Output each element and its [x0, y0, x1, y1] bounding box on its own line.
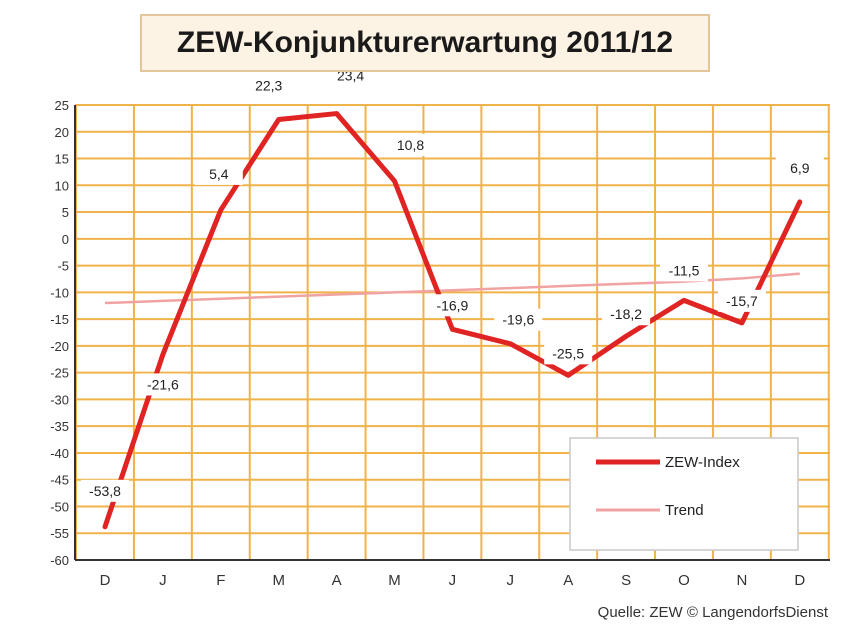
- x-tick-label: A: [332, 572, 342, 589]
- legend: ZEW-Index Trend: [569, 437, 799, 551]
- x-tick-label: A: [563, 572, 573, 589]
- data-label-bg: [81, 479, 129, 502]
- y-tick-label: -55: [50, 526, 69, 541]
- y-tick-label: -20: [50, 339, 69, 354]
- data-label: 5,4: [209, 166, 229, 182]
- data-label-bg: [544, 342, 593, 365]
- data-label: 22,3: [255, 77, 282, 93]
- data-label: -16,9: [436, 297, 468, 313]
- x-tick-label: D: [794, 572, 805, 589]
- legend-label-trend: Trend: [665, 502, 704, 519]
- data-label-bg: [494, 308, 543, 331]
- data-label-bg: [194, 162, 243, 185]
- y-tick-label: -60: [50, 553, 69, 568]
- x-tick-label: M: [272, 572, 285, 589]
- legend-box: [569, 437, 799, 551]
- zew-index-line: [102, 111, 803, 530]
- data-label-bg: [660, 259, 708, 282]
- y-tick-label: -10: [50, 285, 69, 300]
- trend-line: [104, 272, 800, 305]
- x-tick-label: O: [678, 572, 690, 589]
- y-tick-label: 20: [55, 125, 69, 140]
- x-tick-label: N: [736, 572, 747, 589]
- chart-title: ZEW-Konjunkturerwartung 2011/12: [176, 26, 674, 59]
- y-tick-label: -35: [50, 419, 69, 434]
- x-tick-label: J: [449, 572, 457, 589]
- data-label: -19,6: [502, 312, 534, 328]
- data-label-bg: [602, 303, 651, 326]
- chart-title-box: ZEW-Konjunkturerwartung 2011/12: [140, 14, 710, 72]
- data-label: -11,5: [669, 262, 700, 278]
- data-label: -15,7: [726, 293, 758, 309]
- data-label-bg: [138, 373, 187, 396]
- y-tick-label: 10: [55, 178, 69, 193]
- data-label: -21,6: [147, 376, 179, 392]
- x-tick-label: D: [100, 572, 111, 589]
- y-tick-label: -15: [50, 312, 69, 327]
- data-label-bg: [244, 74, 293, 97]
- y-tick-label: -25: [50, 366, 69, 381]
- data-label-bg: [386, 134, 435, 157]
- data-label-bg: [428, 294, 477, 317]
- x-tick-label: S: [621, 572, 631, 589]
- data-label: -18,2: [610, 306, 642, 322]
- data-label: -53,8: [89, 483, 121, 499]
- y-tick-label: -30: [50, 392, 69, 407]
- y-tick-label: 25: [55, 98, 69, 113]
- x-tick-label: M: [388, 572, 401, 589]
- y-tick-label: 15: [55, 152, 69, 167]
- y-tick-label: -50: [50, 499, 69, 514]
- y-tick-label: -5: [57, 259, 69, 274]
- data-label-bg: [717, 289, 766, 312]
- x-tick-label: F: [216, 572, 225, 589]
- data-label: -25,5: [552, 345, 584, 361]
- y-tick-label: 0: [62, 232, 69, 247]
- data-label-bg: [775, 156, 824, 179]
- source-note: Quelle: ZEW © LangendorfsDienst: [597, 604, 828, 621]
- data-label: 10,8: [397, 137, 424, 153]
- y-tick-label: 5: [62, 205, 69, 220]
- y-tick-label: -45: [50, 473, 69, 488]
- data-label: 6,9: [790, 160, 810, 176]
- x-tick-label: J: [507, 572, 515, 589]
- legend-label-zew-index: ZEW-Index: [665, 454, 740, 471]
- y-tick-label: -40: [50, 446, 69, 461]
- x-tick-label: J: [159, 572, 167, 589]
